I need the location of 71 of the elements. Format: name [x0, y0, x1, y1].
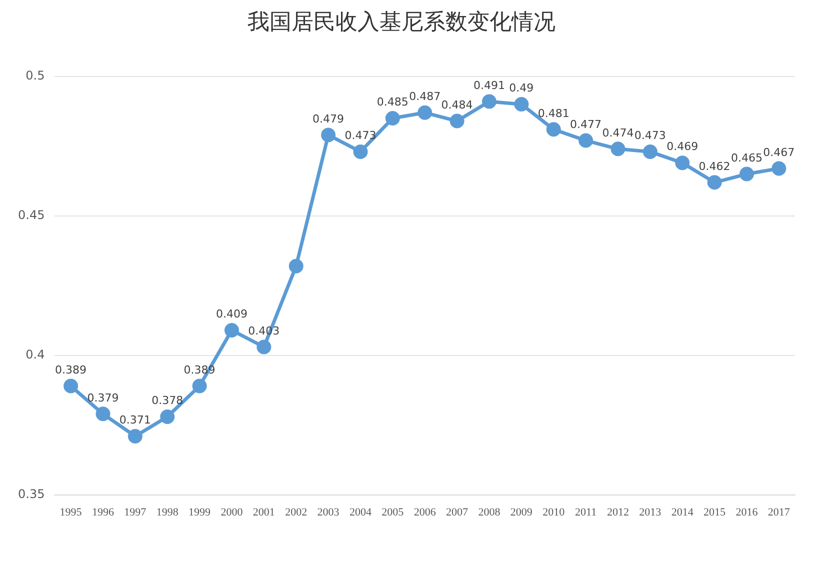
data-label: 0.379 — [87, 391, 119, 404]
point — [546, 122, 561, 137]
x-tick-label: 1998 — [156, 506, 179, 518]
point — [578, 133, 594, 148]
x-tick-label: 1996 — [92, 506, 114, 518]
y-tick-label: 0.5 — [26, 68, 45, 83]
x-tick-label: 2010 — [542, 506, 566, 518]
data-label: 0.49 — [509, 82, 534, 95]
data-label: 0.389 — [55, 363, 87, 376]
x-tick-label: 2012 — [606, 506, 629, 518]
point — [224, 322, 239, 338]
data-label: 0.462 — [698, 160, 730, 173]
x-tick-label: 2009 — [510, 506, 533, 518]
x-tick-label: 2007 — [446, 506, 469, 518]
point — [321, 128, 336, 142]
point — [418, 105, 432, 120]
point — [128, 428, 142, 444]
y-tick-label: 0.4 — [26, 347, 45, 362]
point — [288, 258, 304, 274]
data-label: 0.469 — [666, 140, 698, 154]
point — [739, 166, 754, 182]
point — [96, 406, 110, 422]
data-label: 0.479 — [312, 112, 344, 126]
x-tick-label: 2000 — [220, 506, 244, 518]
data-label: 0.467 — [763, 146, 795, 159]
x-tick-label: 1999 — [188, 506, 212, 518]
data-label: 0.484 — [441, 98, 473, 112]
point — [192, 378, 207, 394]
x-tick-label: 2004 — [349, 506, 372, 518]
x-tick-label: 2008 — [478, 506, 501, 518]
x-tick-label: 1995 — [60, 506, 82, 518]
x-tick-label: 2002 — [285, 506, 308, 518]
point — [675, 156, 690, 170]
data-label: 0.474 — [602, 126, 634, 140]
data-label: 0.473 — [634, 129, 666, 142]
x-tick-label: 1997 — [124, 506, 147, 518]
x-tick-label: 2001 — [252, 506, 275, 518]
point — [450, 114, 464, 128]
x-tick-label: 2011 — [574, 506, 597, 518]
point — [482, 94, 496, 109]
point — [642, 144, 658, 159]
point — [707, 175, 722, 190]
point — [64, 378, 78, 394]
data-label: 0.481 — [538, 106, 570, 120]
x-tick-label: 2016 — [736, 506, 758, 518]
point — [610, 142, 626, 156]
data-label: 0.477 — [570, 118, 602, 131]
point — [256, 340, 272, 354]
x-tick-label: 2017 — [768, 506, 790, 518]
data-label: 0.465 — [730, 151, 762, 164]
data-label: 0.378 — [152, 394, 184, 408]
x-tick-label: 2005 — [382, 506, 404, 518]
x-tick-label: 2014 — [671, 506, 694, 518]
chart-title: 我国居民收入基尼系数变化情况 — [248, 10, 556, 35]
x-tick-label: 2015 — [704, 506, 726, 518]
point — [772, 161, 786, 176]
x-tick-label: 2006 — [414, 506, 436, 518]
data-label: 0.371 — [119, 414, 151, 427]
x-tick-label: 2003 — [317, 506, 340, 518]
point — [160, 409, 175, 424]
point — [514, 97, 529, 112]
y-tick-label: 0.45 — [18, 208, 45, 222]
x-tick-label: 2013 — [639, 506, 662, 518]
data-label: 0.487 — [409, 90, 441, 104]
data-label: 0.485 — [376, 96, 408, 109]
data-label: 0.473 — [344, 129, 376, 142]
point — [353, 144, 368, 159]
data-label: 0.491 — [473, 78, 505, 92]
point — [385, 110, 400, 126]
y-tick-label: 0.35 — [18, 486, 45, 501]
data-label: 0.409 — [216, 308, 248, 321]
